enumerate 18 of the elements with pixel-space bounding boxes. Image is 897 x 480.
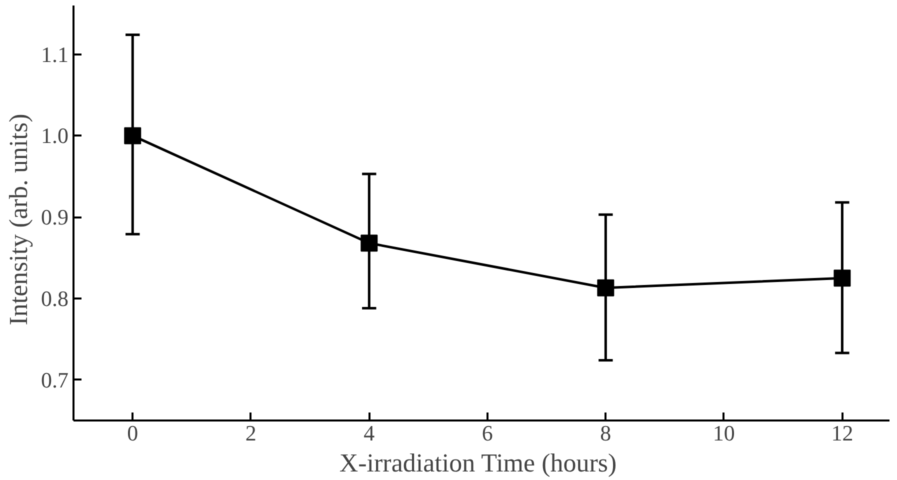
x-tick-label: 4 <box>364 420 375 446</box>
y-tick-label: 1.0 <box>41 123 68 148</box>
y-tick-label: 0.8 <box>41 286 68 311</box>
x-tick-label: 10 <box>712 420 735 446</box>
x-tick-label: 0 <box>127 420 138 446</box>
point <box>834 270 851 287</box>
x-tick-label: 6 <box>482 420 493 446</box>
point <box>360 234 378 252</box>
x-tick-label: 2 <box>245 420 256 446</box>
y-tick-label: 0.9 <box>41 204 68 230</box>
y-axis-title: Intensity (arb. units) <box>4 114 33 326</box>
y-tick-label: 1.1 <box>41 42 68 67</box>
x-tick-label: 12 <box>831 420 854 446</box>
x-tick-label: 8 <box>600 420 612 446</box>
point <box>124 127 142 144</box>
y-tick-label: 0.7 <box>41 367 68 392</box>
point <box>597 279 614 296</box>
x-axis-title: X-irradiation Time (hours) <box>339 448 617 478</box>
